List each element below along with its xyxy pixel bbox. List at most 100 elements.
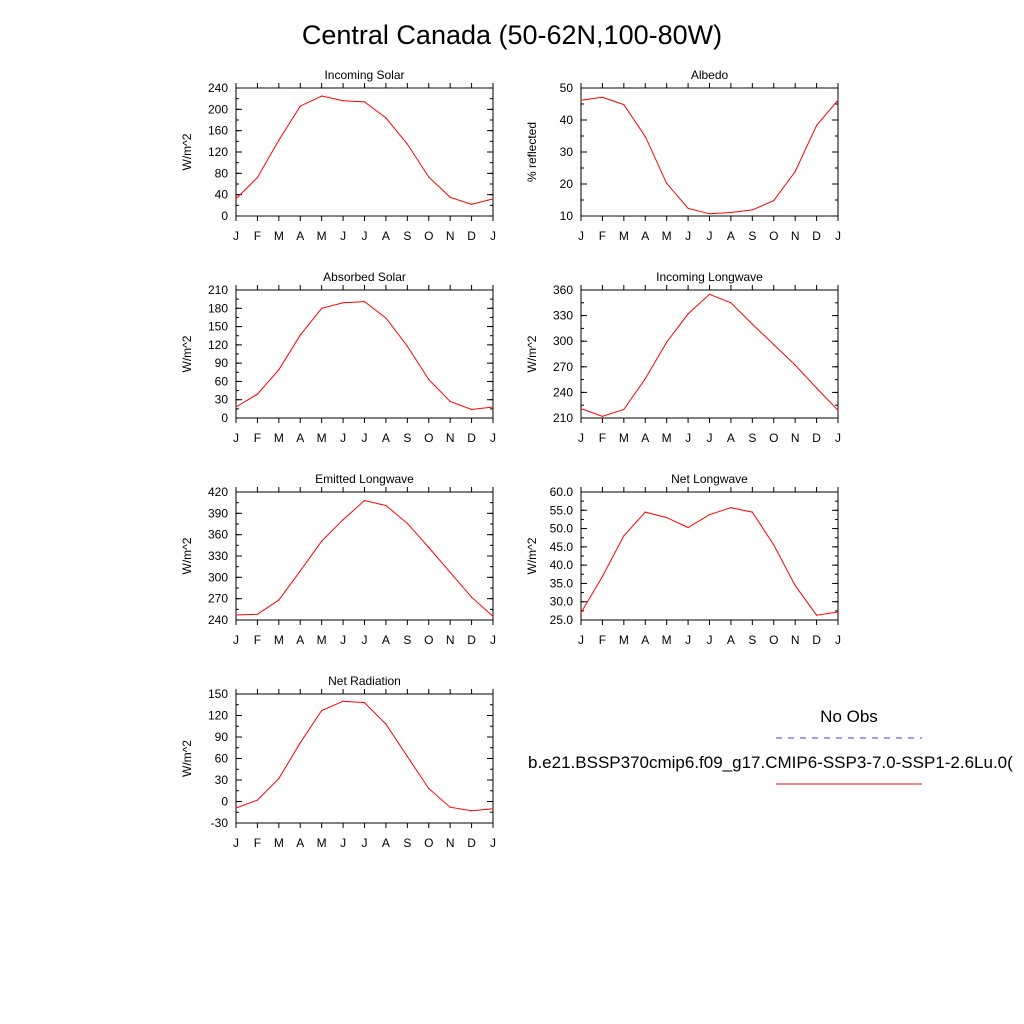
y-tick-label: 360 — [553, 283, 573, 297]
data-point — [773, 344, 775, 346]
data-point — [773, 544, 775, 546]
data-point — [730, 507, 732, 509]
y-tick-label: 40.0 — [550, 558, 574, 572]
data-point — [623, 104, 625, 106]
chart-title: Emitted Longwave — [315, 472, 414, 486]
data-point — [235, 807, 237, 809]
y-tick-label: 160 — [208, 124, 228, 138]
x-tick-label: J — [362, 229, 368, 243]
series-line — [235, 301, 494, 411]
x-tick-label: J — [233, 633, 239, 647]
chart-title: Incoming Longwave — [656, 270, 763, 284]
series-line — [580, 293, 839, 417]
x-tick-label: S — [748, 229, 756, 243]
data-point — [666, 517, 668, 519]
data-point — [601, 575, 604, 578]
data-point — [666, 182, 668, 184]
data-point — [321, 95, 323, 97]
data-point — [470, 596, 473, 598]
x-tick-label: F — [254, 836, 261, 850]
data-point — [278, 599, 280, 601]
data-point — [644, 378, 646, 380]
y-axis-label: W/m^2 — [180, 133, 194, 170]
data-point — [837, 409, 839, 411]
x-tick-label: N — [446, 633, 455, 647]
x-tick-label: A — [296, 431, 304, 445]
y-tick-label: 150 — [208, 320, 228, 334]
data-point — [794, 170, 796, 173]
x-tick-label: M — [619, 431, 629, 445]
y-tick-label: 60 — [215, 374, 229, 388]
y-tick-label: 50.0 — [550, 522, 574, 536]
x-tick-label: S — [403, 633, 411, 647]
x-tick-label: J — [490, 633, 496, 647]
y-tick-label: 300 — [208, 570, 228, 584]
data-point — [687, 207, 689, 209]
x-tick-label: J — [362, 633, 368, 647]
x-tick-label: J — [340, 633, 346, 647]
data-point — [428, 379, 430, 381]
plot-frame — [580, 491, 839, 621]
x-tick-label: A — [382, 229, 390, 243]
data-point — [256, 613, 259, 615]
x-tick-label: A — [382, 633, 390, 647]
data-point — [730, 302, 732, 304]
y-tick-label: 420 — [208, 485, 228, 499]
x-tick-label: A — [727, 633, 735, 647]
x-tick-label: J — [707, 431, 713, 445]
series-line — [235, 700, 494, 812]
y-tick-label: 330 — [553, 309, 573, 323]
x-tick-label: A — [641, 633, 649, 647]
x-tick-label: A — [382, 431, 390, 445]
y-tick-label: 300 — [553, 334, 573, 348]
y-tick-label: 50 — [560, 81, 574, 95]
plot-frame — [580, 289, 839, 419]
legend-model-label: b.e21.BSSP370cmip6.f09_g17.CMIP6-SSP3-7.… — [528, 753, 1013, 772]
x-tick-label: J — [835, 431, 841, 445]
x-tick-label: J — [707, 229, 713, 243]
y-tick-label: 90 — [215, 730, 229, 744]
data-point — [492, 808, 494, 810]
x-tick-label: J — [490, 229, 496, 243]
data-point — [751, 511, 753, 513]
series-line — [580, 507, 839, 616]
data-point — [385, 723, 387, 725]
data-point — [687, 313, 689, 315]
y-tick-label: 200 — [208, 102, 228, 116]
data-point — [470, 810, 473, 812]
x-tick-label: S — [403, 431, 411, 445]
chart-panel-3: Absorbed Solar W/m^2 0 30 60 90 120 150 180 210 J F… — [180, 270, 496, 445]
plot-frame — [235, 491, 494, 621]
x-tick-label: J — [490, 431, 496, 445]
data-point — [815, 124, 818, 127]
plot-frame — [235, 289, 494, 419]
y-tick-label: 30 — [560, 145, 574, 159]
data-point — [256, 393, 259, 395]
y-tick-label: 80 — [215, 166, 229, 180]
data-point — [406, 345, 408, 347]
data-point — [492, 406, 494, 408]
data-point — [406, 143, 408, 145]
data-point — [623, 408, 625, 411]
y-tick-label: 150 — [208, 687, 228, 701]
data-point — [385, 504, 387, 507]
data-point — [363, 300, 366, 303]
y-tick-label: 20 — [560, 177, 574, 191]
data-point — [428, 176, 430, 178]
y-axis-label: W/m^2 — [180, 335, 194, 372]
chart-panel-5: Emitted Longwave W/m^2 240 270 300 330 360 390 4… — [180, 472, 496, 647]
plot-frame — [580, 87, 839, 217]
x-tick-label: O — [424, 633, 433, 647]
plot-frame — [235, 693, 494, 824]
y-tick-label: 240 — [553, 385, 573, 399]
x-tick-label: A — [727, 229, 735, 243]
y-axis-label: W/m^2 — [180, 537, 194, 574]
chart-title: Net Longwave — [671, 472, 748, 486]
data-point — [580, 612, 582, 614]
x-tick-label: S — [748, 431, 756, 445]
x-tick-label: M — [619, 229, 629, 243]
x-tick-label: D — [812, 633, 821, 647]
data-point — [342, 302, 344, 304]
